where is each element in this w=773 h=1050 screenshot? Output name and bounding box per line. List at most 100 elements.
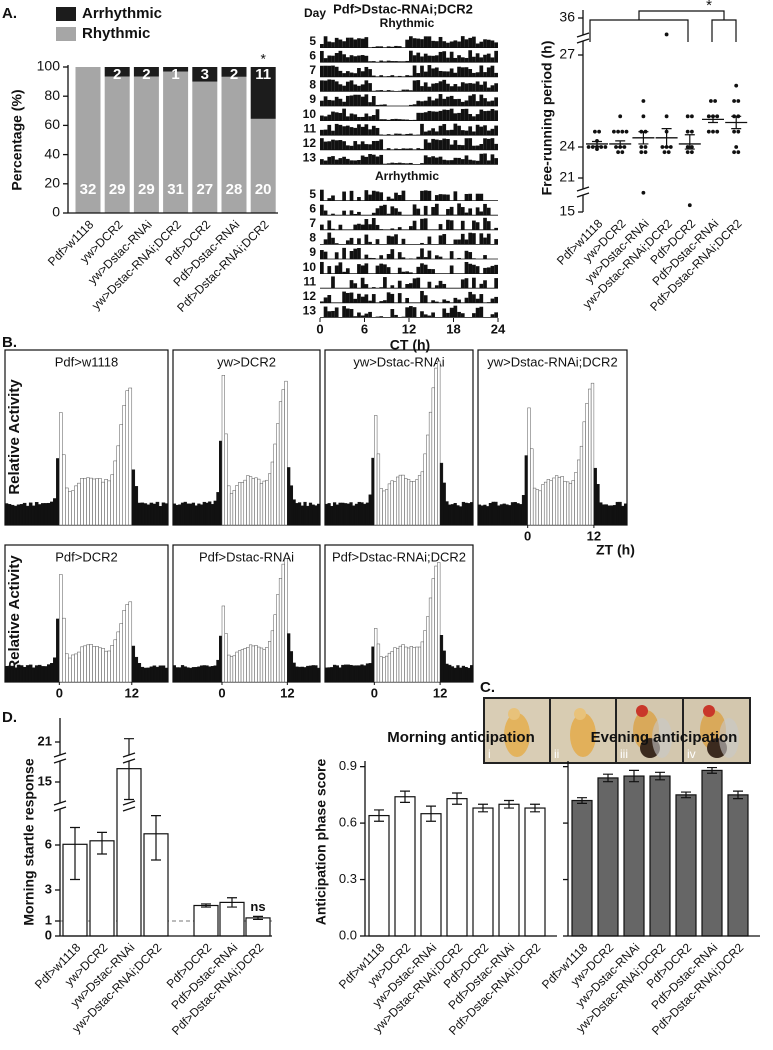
activity-bar xyxy=(383,61,387,63)
profile-bar xyxy=(134,656,139,683)
profile-bar xyxy=(426,434,430,526)
activity-bar xyxy=(368,61,372,63)
error-bar xyxy=(707,766,717,774)
activity-bar xyxy=(494,143,498,150)
activity-bar xyxy=(472,94,476,106)
profile-bar xyxy=(300,666,304,683)
profile-bar xyxy=(360,502,364,526)
activity-bar xyxy=(442,71,447,77)
data-point xyxy=(685,145,690,149)
activity-bar xyxy=(446,312,450,318)
activity-bar xyxy=(468,69,473,77)
activity-bar xyxy=(349,95,354,106)
error-bar xyxy=(733,790,743,800)
activity-bar xyxy=(460,101,465,106)
activity-bar xyxy=(383,119,387,121)
activity-bar xyxy=(360,155,365,165)
profile-bar xyxy=(341,502,345,526)
profile-bar xyxy=(618,501,622,526)
profile-bar xyxy=(259,647,264,683)
profile-bar xyxy=(401,474,405,526)
profile-bar xyxy=(317,667,321,683)
profile-bar xyxy=(431,387,435,526)
profile-bar xyxy=(186,503,190,526)
axis-break xyxy=(53,758,67,764)
activity-bar xyxy=(446,130,450,136)
activity-bar xyxy=(472,145,476,150)
activity-bar xyxy=(468,37,473,48)
activity-bar xyxy=(364,219,369,230)
profile-bar xyxy=(178,504,182,526)
activity-bar xyxy=(368,300,372,303)
profile-bar xyxy=(612,505,617,526)
axis-break xyxy=(53,806,67,812)
profile-bar xyxy=(477,504,482,526)
activity-bar xyxy=(357,116,361,121)
activity-bar xyxy=(323,36,328,48)
profile-bar xyxy=(346,503,350,526)
activity-bar xyxy=(446,109,450,121)
profile-bar xyxy=(268,473,272,526)
profile-bar xyxy=(152,665,157,683)
activity-bar xyxy=(327,232,332,245)
activity-bar xyxy=(320,159,324,165)
y-tick-label: 6 xyxy=(45,836,52,851)
profile-bar xyxy=(415,479,419,526)
activity-bar xyxy=(449,86,454,92)
profile-bar xyxy=(406,479,411,526)
activity-bar xyxy=(460,159,465,165)
annotation: ns xyxy=(250,899,265,914)
profile-bar xyxy=(158,506,163,526)
activity-bar xyxy=(320,301,324,303)
legend-label: Arrhythmic xyxy=(82,5,162,22)
activity-bar xyxy=(353,94,358,106)
profile-bar xyxy=(71,490,75,526)
y-tick-label: 21 xyxy=(38,733,52,748)
activity-bar xyxy=(479,143,484,150)
error-bar xyxy=(577,797,587,804)
axis-break xyxy=(122,806,136,812)
profile-bar xyxy=(143,667,148,683)
activity-bar xyxy=(397,119,402,121)
activity-bar xyxy=(386,134,391,136)
profile-bar xyxy=(552,477,556,526)
profile-bar xyxy=(417,646,422,683)
profile-bar xyxy=(287,633,291,683)
activity-bar xyxy=(449,41,454,48)
axis-break-gap xyxy=(54,803,66,809)
activity-bar xyxy=(342,306,346,318)
profile-bar xyxy=(74,485,78,526)
profile-bar xyxy=(409,481,413,526)
bar-segment xyxy=(221,76,247,213)
activity-bar xyxy=(434,41,439,48)
profile-bar xyxy=(232,655,236,683)
count-label: 3 xyxy=(201,66,209,83)
activity-bar xyxy=(409,306,413,318)
profile-bar xyxy=(513,502,517,526)
activity-bar xyxy=(490,154,495,165)
profile-bar xyxy=(300,505,304,526)
profile-bar xyxy=(47,664,51,683)
profile-bar xyxy=(246,647,250,683)
profile-bar xyxy=(197,503,201,526)
activity-bar xyxy=(394,163,398,165)
profile-bar xyxy=(65,487,69,526)
activity-bar xyxy=(479,283,484,289)
activity-bar xyxy=(420,242,424,245)
count-label: 20 xyxy=(255,181,272,198)
activity-bar xyxy=(345,116,350,121)
activity-bar xyxy=(420,86,424,92)
activity-bar xyxy=(468,193,473,201)
profile-bar xyxy=(585,403,589,526)
activity-bar xyxy=(475,266,480,274)
profile-bar xyxy=(306,665,310,683)
activity-bar xyxy=(353,56,358,63)
activity-bar xyxy=(320,100,324,106)
profile-bar xyxy=(357,501,361,526)
activity-bar xyxy=(334,159,339,165)
activity-bar xyxy=(331,237,335,245)
profile-bar xyxy=(273,614,277,683)
y-tick-label: 0 xyxy=(45,927,52,942)
profile-bar xyxy=(86,477,90,526)
profile-bar xyxy=(601,504,606,526)
